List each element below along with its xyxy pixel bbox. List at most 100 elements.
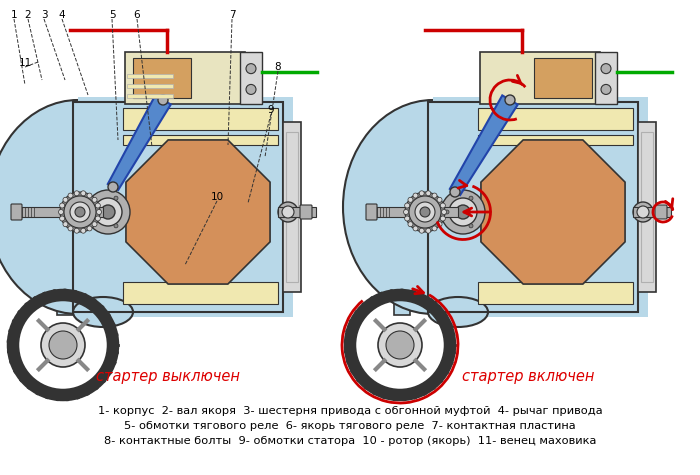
Text: 8- контактные болты  9- обмотки статора  10 - ротор (якорь)  11- венец маховика: 8- контактные болты 9- обмотки статора 1… [104, 436, 596, 446]
Text: 3: 3 [41, 10, 48, 20]
Circle shape [469, 196, 473, 200]
Circle shape [633, 202, 653, 222]
Circle shape [246, 64, 256, 74]
Bar [428, 102, 638, 312]
Bar [127, 84, 173, 88]
Bar [57, 295, 73, 315]
Bar [595, 52, 617, 104]
Polygon shape [108, 95, 171, 190]
Circle shape [114, 196, 118, 200]
Circle shape [90, 210, 94, 214]
Circle shape [92, 222, 97, 227]
Bar [73, 102, 283, 312]
Bar [534, 58, 592, 98]
Bar [283, 122, 301, 292]
Circle shape [282, 206, 294, 218]
Circle shape [408, 197, 413, 202]
Circle shape [408, 222, 413, 227]
Circle shape [601, 85, 611, 95]
Circle shape [80, 191, 86, 196]
Circle shape [413, 193, 418, 198]
Text: 4: 4 [59, 10, 65, 20]
Circle shape [86, 190, 130, 234]
Text: 8: 8 [274, 62, 281, 72]
FancyBboxPatch shape [366, 204, 377, 220]
Bar [123, 282, 278, 304]
Circle shape [415, 202, 435, 222]
Bar [78, 97, 293, 317]
Bar [638, 122, 656, 292]
Bar [13, 207, 103, 217]
Bar [641, 132, 653, 282]
Bar [394, 295, 410, 315]
Text: 1- корпус  2- вал якоря  3- шестерня привода с обгонной муфтой  4- рычаг привода: 1- корпус 2- вал якоря 3- шестерня приво… [98, 406, 602, 416]
Circle shape [63, 222, 68, 227]
Bar [127, 74, 173, 78]
Circle shape [386, 331, 414, 359]
Circle shape [601, 64, 611, 74]
Bar [633, 207, 671, 217]
Bar [278, 207, 316, 217]
Bar [240, 52, 262, 104]
Polygon shape [481, 140, 625, 284]
Circle shape [158, 95, 168, 105]
Text: 9: 9 [267, 105, 274, 115]
Circle shape [505, 95, 515, 105]
Circle shape [437, 197, 442, 202]
Circle shape [278, 202, 298, 222]
Circle shape [59, 209, 64, 215]
Ellipse shape [343, 100, 523, 314]
Text: 6: 6 [134, 10, 140, 20]
Text: 5: 5 [108, 10, 116, 20]
Circle shape [403, 209, 409, 215]
Bar [286, 132, 298, 282]
Circle shape [74, 228, 79, 233]
Text: 1: 1 [10, 10, 18, 20]
Circle shape [449, 198, 477, 226]
Circle shape [60, 192, 100, 232]
Circle shape [437, 222, 442, 227]
Bar [480, 52, 600, 104]
Circle shape [420, 207, 430, 217]
Polygon shape [450, 95, 518, 195]
Circle shape [108, 182, 118, 192]
Text: стартер включен: стартер включен [462, 370, 594, 384]
Circle shape [94, 198, 122, 226]
Bar [125, 52, 245, 104]
Text: 5- обмотки тягового реле  6- якорь тягового реле  7- контактная пластина: 5- обмотки тягового реле 6- якорь тягово… [124, 421, 576, 431]
Circle shape [440, 216, 445, 221]
Circle shape [405, 192, 445, 232]
Text: 2: 2 [25, 10, 32, 20]
Circle shape [456, 205, 470, 219]
Circle shape [60, 203, 64, 208]
Ellipse shape [428, 297, 488, 327]
Circle shape [426, 228, 430, 233]
Circle shape [68, 226, 73, 231]
Circle shape [432, 226, 437, 231]
Circle shape [80, 228, 86, 233]
Circle shape [41, 323, 85, 367]
Bar [133, 58, 190, 98]
Bar [123, 108, 278, 130]
Text: 10: 10 [211, 192, 223, 202]
Bar [123, 135, 278, 145]
Text: 11: 11 [18, 58, 32, 68]
Circle shape [432, 193, 437, 198]
Circle shape [637, 206, 649, 218]
Circle shape [445, 210, 449, 214]
Bar [428, 102, 638, 312]
Circle shape [87, 226, 92, 231]
Circle shape [75, 207, 85, 217]
Circle shape [450, 187, 460, 197]
Circle shape [426, 191, 430, 196]
Circle shape [95, 203, 100, 208]
Bar [478, 135, 633, 145]
Circle shape [87, 193, 92, 198]
Circle shape [409, 196, 441, 228]
Circle shape [419, 191, 424, 196]
Circle shape [95, 216, 100, 221]
Bar [368, 207, 458, 217]
Circle shape [97, 209, 102, 215]
Ellipse shape [73, 297, 133, 327]
Circle shape [413, 226, 418, 231]
